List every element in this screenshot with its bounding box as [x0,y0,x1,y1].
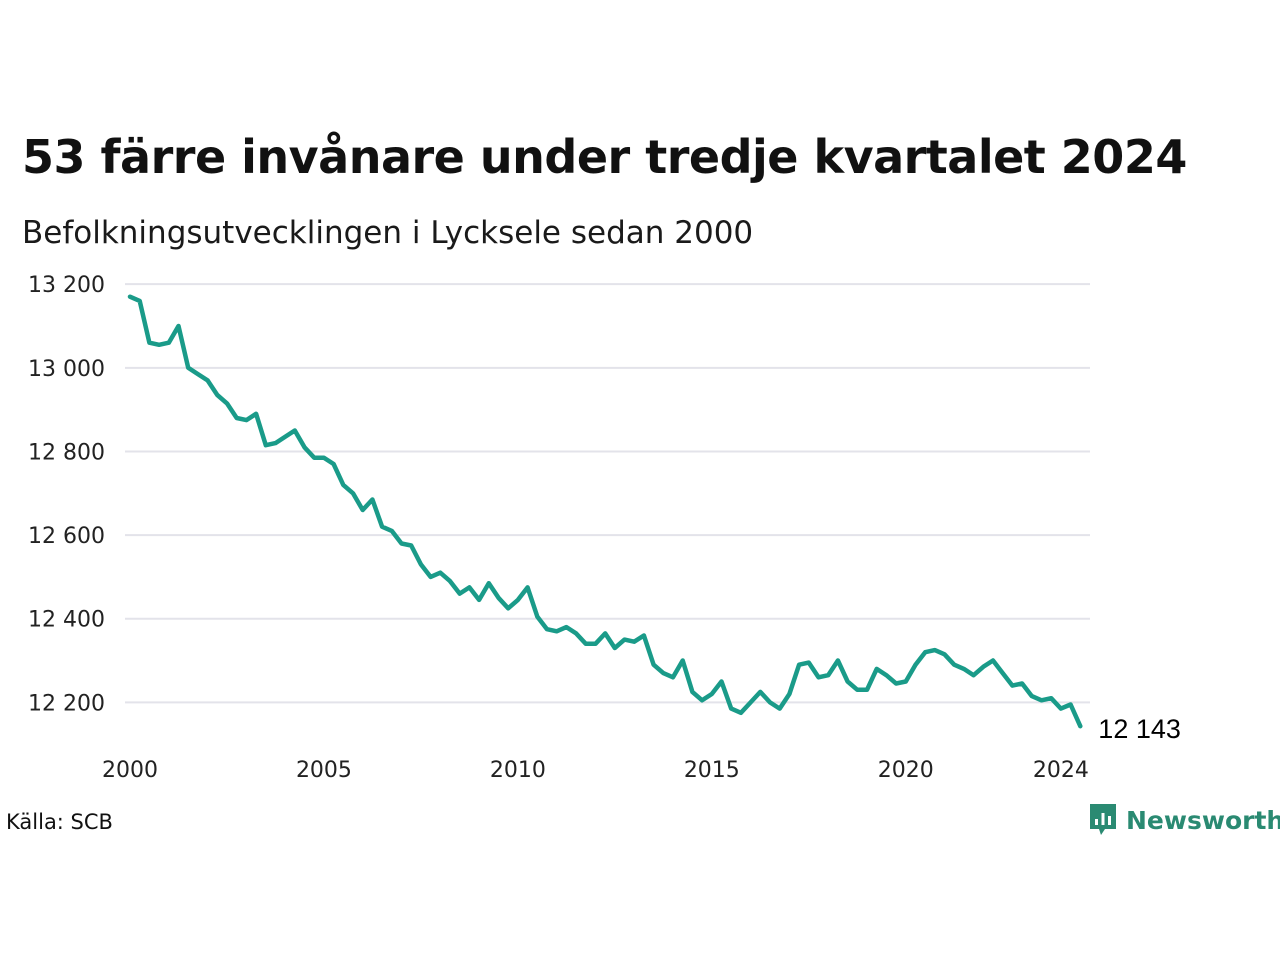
x-tick-label: 2015 [684,758,740,783]
x-tick-label: 2010 [490,758,546,783]
y-tick-label: 13 000 [28,357,105,382]
last-value-label: 12 143 [1098,714,1181,744]
series-line [127,294,1083,729]
brand-logo: Newsworthy [1088,802,1280,838]
y-tick-label: 12 800 [28,440,105,465]
y-axis-ticks: 12 200 12 400 12 600 12 800 13 000 13 200 [28,273,105,716]
y-tick-label: 12 600 [28,524,105,549]
x-tick-label: 2000 [102,758,158,783]
newsworthy-logo-icon [1090,804,1116,835]
chart-title: 53 färre invånare under tredje kvartalet… [22,130,1187,184]
brand-name: Newsworthy [1126,805,1280,835]
chart-subtitle: Befolkningsutvecklingen i Lycksele sedan… [22,215,754,251]
x-tick-label: 2005 [296,758,352,783]
x-tick-label: 2020 [878,758,934,783]
x-axis-ticks: 2000 2005 2010 2015 2020 2024 [102,758,1089,783]
gridlines [125,283,1090,704]
y-tick-label: 13 200 [28,273,105,298]
y-tick-label: 12 200 [28,691,105,716]
x-tick-label: 2024 [1033,758,1089,783]
y-tick-label: 12 400 [28,608,105,633]
source-note: Källa: SCB [6,810,113,834]
